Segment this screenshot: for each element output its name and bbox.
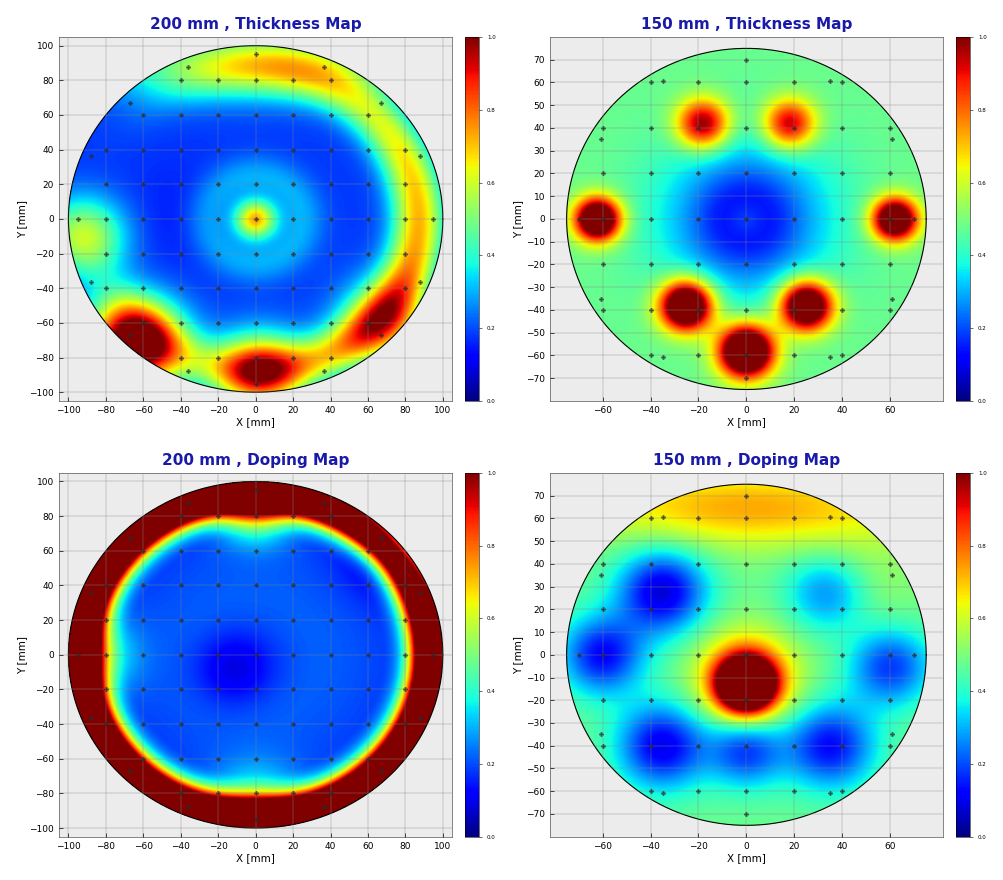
X-axis label: X [mm]: X [mm] — [236, 417, 275, 428]
Y-axis label: Y [mm]: Y [mm] — [17, 635, 27, 674]
Title: 150 mm , Doping Map: 150 mm , Doping Map — [652, 452, 840, 467]
Title: 200 mm , Thickness Map: 200 mm , Thickness Map — [149, 17, 361, 32]
X-axis label: X [mm]: X [mm] — [726, 417, 765, 428]
Y-axis label: Y [mm]: Y [mm] — [513, 635, 523, 674]
Title: 150 mm , Thickness Map: 150 mm , Thickness Map — [640, 17, 852, 32]
X-axis label: X [mm]: X [mm] — [726, 854, 765, 863]
X-axis label: X [mm]: X [mm] — [236, 854, 275, 863]
Y-axis label: Y [mm]: Y [mm] — [513, 200, 523, 238]
Title: 200 mm , Doping Map: 200 mm , Doping Map — [161, 452, 349, 467]
Y-axis label: Y [mm]: Y [mm] — [17, 200, 27, 238]
